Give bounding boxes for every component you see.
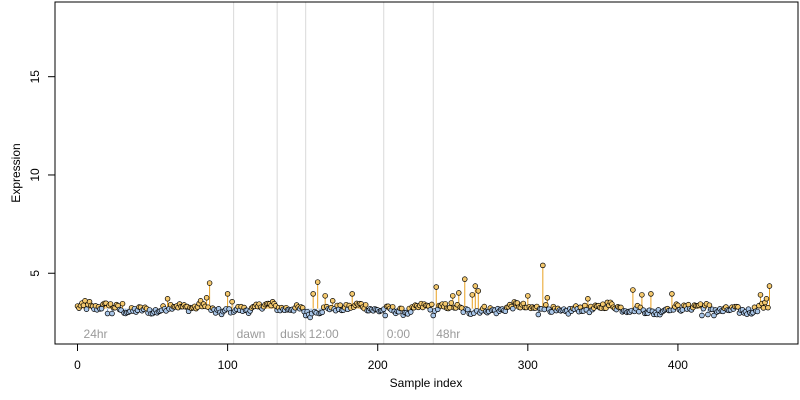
- data-point: [224, 291, 231, 297]
- x-tick-label: 0: [74, 358, 81, 372]
- data-point: [525, 293, 531, 299]
- event-label: 0:00: [387, 327, 411, 341]
- data-point: [433, 284, 440, 290]
- data-point: [229, 298, 235, 305]
- x-tick-label: 100: [218, 358, 238, 372]
- x-tick-label: 300: [518, 358, 538, 372]
- data-point: [639, 292, 645, 298]
- data-point: [203, 295, 210, 301]
- y-tick-label: 15: [28, 70, 42, 84]
- data-point: [475, 288, 482, 294]
- event-label: dusk: [280, 327, 306, 341]
- data-points: [74, 262, 773, 321]
- data-point: [389, 304, 396, 310]
- data-point: [430, 312, 437, 319]
- data-point: [398, 305, 405, 312]
- event-label: dawn: [237, 327, 266, 341]
- y-axis: 5 10 15: [28, 70, 56, 277]
- data-point: [197, 298, 204, 304]
- data-point: [382, 312, 388, 319]
- event-label: 24hr: [84, 327, 108, 341]
- data-point: [206, 280, 213, 286]
- data-point: [349, 291, 355, 297]
- data-point: [462, 276, 468, 282]
- data-point: [711, 312, 717, 319]
- event-label: 12:00: [309, 327, 339, 341]
- data-point: [119, 300, 126, 307]
- data-point: [760, 305, 767, 311]
- data-point: [319, 309, 325, 316]
- data-point: [109, 310, 115, 317]
- data-point: [407, 309, 414, 315]
- data-point: [585, 296, 591, 302]
- data-point: [544, 295, 551, 301]
- event-lines: [233, 2, 434, 344]
- data-point: [754, 308, 761, 315]
- data-point: [765, 304, 771, 311]
- data-point: [705, 311, 711, 318]
- data-point: [757, 292, 764, 298]
- data-point: [766, 283, 773, 289]
- data-point: [310, 291, 316, 297]
- data-point: [450, 293, 456, 299]
- data-point: [472, 283, 479, 289]
- data-point: [697, 301, 704, 307]
- data-point: [447, 304, 453, 311]
- data-point: [469, 292, 476, 298]
- data-point: [107, 301, 114, 307]
- data-point: [337, 302, 343, 308]
- x-axis-title: Sample index: [390, 376, 463, 390]
- data-point: [164, 296, 171, 302]
- plot-frame: [54, 1, 799, 345]
- data-point: [456, 290, 462, 296]
- event-label: 48hr: [436, 327, 460, 341]
- data-point: [314, 279, 321, 285]
- data-point: [448, 300, 455, 306]
- x-tick-label: 200: [368, 358, 388, 372]
- data-point: [329, 298, 336, 304]
- x-axis: 0 100 200 300 400: [74, 343, 688, 372]
- data-point: [648, 291, 654, 297]
- data-point: [362, 302, 369, 308]
- data-point: [322, 293, 328, 299]
- x-tick-label: 400: [668, 358, 688, 372]
- data-point: [675, 302, 681, 309]
- data-point: [510, 305, 516, 312]
- data-point: [83, 306, 90, 312]
- data-point: [543, 302, 549, 308]
- data-point: [541, 306, 548, 313]
- y-tick-label: 10: [28, 168, 42, 182]
- y-axis-title: Expression: [9, 143, 23, 202]
- data-point: [540, 262, 546, 269]
- data-point: [699, 312, 705, 319]
- data-point: [481, 303, 488, 310]
- data-point: [630, 287, 636, 293]
- data-point: [429, 301, 435, 308]
- data-point: [535, 311, 542, 318]
- data-point: [427, 307, 434, 313]
- data-point: [669, 291, 675, 297]
- data-point: [763, 296, 770, 302]
- y-tick-label: 5: [28, 270, 42, 277]
- data-point: [104, 310, 111, 317]
- event-labels: 24hr dawn dusk 12:00 0:00 48hr: [84, 327, 461, 341]
